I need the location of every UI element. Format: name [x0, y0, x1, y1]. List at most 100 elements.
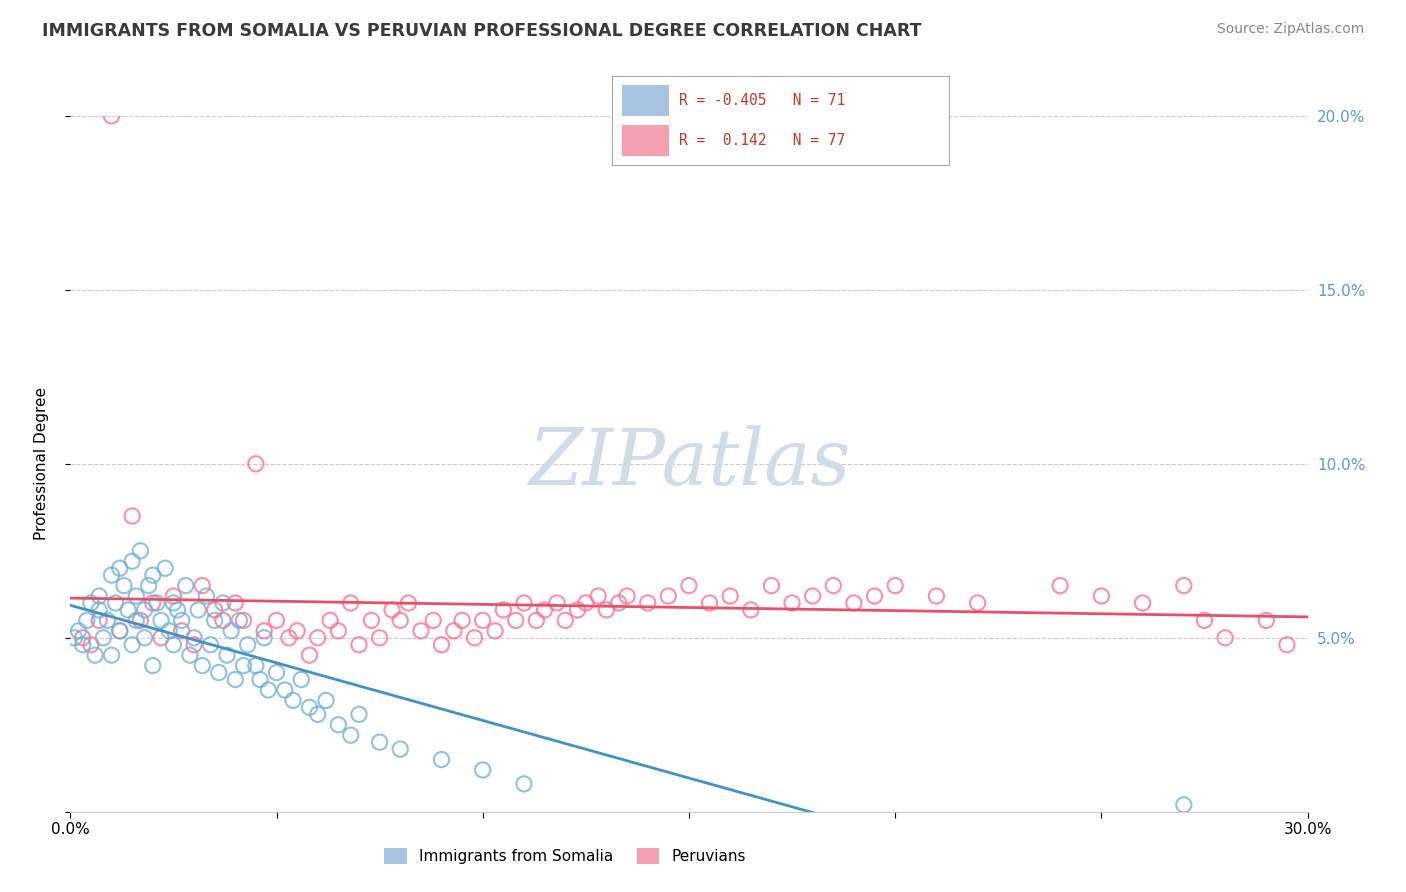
Point	[187, 603, 209, 617]
Point	[146, 596, 169, 610]
Point	[208, 665, 231, 680]
Point	[823, 578, 845, 592]
Point	[76, 614, 98, 628]
Point	[121, 554, 143, 568]
Point	[249, 673, 271, 687]
Point	[657, 589, 679, 603]
Point	[360, 614, 382, 628]
Point	[138, 578, 160, 592]
Point	[1173, 578, 1195, 592]
Point	[219, 624, 242, 638]
Point	[884, 578, 907, 592]
Point	[554, 614, 576, 628]
Point	[100, 568, 122, 582]
Point	[170, 614, 193, 628]
Point	[224, 673, 246, 687]
Point	[780, 596, 803, 610]
Point	[67, 624, 90, 638]
Point	[471, 614, 494, 628]
Point	[842, 596, 865, 610]
Point	[1090, 589, 1112, 603]
Point	[117, 603, 139, 617]
Point	[422, 614, 444, 628]
Point	[678, 578, 700, 592]
Point	[80, 596, 103, 610]
Point	[761, 578, 783, 592]
Point	[368, 735, 391, 749]
Point	[274, 683, 297, 698]
Point	[150, 614, 173, 628]
Point	[718, 589, 741, 603]
Text: Source: ZipAtlas.com: Source: ZipAtlas.com	[1216, 22, 1364, 37]
Point	[266, 665, 288, 680]
Point	[112, 578, 135, 592]
Point	[191, 578, 214, 592]
Point	[200, 638, 222, 652]
Bar	[621, 85, 669, 116]
Point	[328, 624, 350, 638]
Point	[1194, 614, 1216, 628]
Point	[108, 624, 131, 638]
Point	[298, 648, 321, 662]
Point	[129, 614, 152, 628]
Point	[389, 742, 412, 756]
Point	[1213, 631, 1236, 645]
Point	[281, 693, 304, 707]
Point	[174, 578, 197, 592]
Bar	[621, 125, 669, 156]
Point	[307, 707, 329, 722]
Point	[347, 707, 370, 722]
Point	[443, 624, 465, 638]
Point	[328, 717, 350, 731]
Point	[89, 614, 111, 628]
Point	[108, 561, 131, 575]
Point	[245, 658, 267, 673]
Point	[142, 658, 165, 673]
Point	[125, 614, 148, 628]
Point	[1132, 596, 1154, 610]
Point	[63, 631, 86, 645]
Point	[179, 648, 201, 662]
Point	[409, 624, 432, 638]
Point	[228, 614, 250, 628]
Point	[162, 596, 184, 610]
Point	[740, 603, 762, 617]
Point	[236, 638, 259, 652]
Point	[212, 596, 235, 610]
Point	[315, 693, 337, 707]
Point	[162, 589, 184, 603]
Point	[699, 596, 721, 610]
Point	[1256, 614, 1278, 628]
Point	[533, 603, 555, 617]
Point	[204, 603, 226, 617]
Point	[170, 624, 193, 638]
Point	[166, 603, 188, 617]
Point	[191, 658, 214, 673]
Point	[637, 596, 659, 610]
Point	[157, 624, 180, 638]
Point	[339, 596, 361, 610]
Point	[492, 603, 515, 617]
Point	[72, 638, 94, 652]
Point	[150, 631, 173, 645]
Legend: Immigrants from Somalia, Peruvians: Immigrants from Somalia, Peruvians	[378, 842, 752, 871]
Point	[100, 109, 122, 123]
Point	[307, 631, 329, 645]
Point	[451, 614, 474, 628]
Point	[100, 648, 122, 662]
Point	[484, 624, 506, 638]
Point	[801, 589, 824, 603]
Point	[298, 700, 321, 714]
Point	[546, 596, 568, 610]
Point	[505, 614, 527, 628]
Point	[142, 568, 165, 582]
Point	[72, 631, 94, 645]
Point	[129, 543, 152, 558]
Point	[513, 596, 536, 610]
Point	[104, 596, 127, 610]
Point	[925, 589, 948, 603]
Point	[463, 631, 485, 645]
Point	[153, 561, 176, 575]
Point	[616, 589, 638, 603]
Point	[183, 631, 205, 645]
